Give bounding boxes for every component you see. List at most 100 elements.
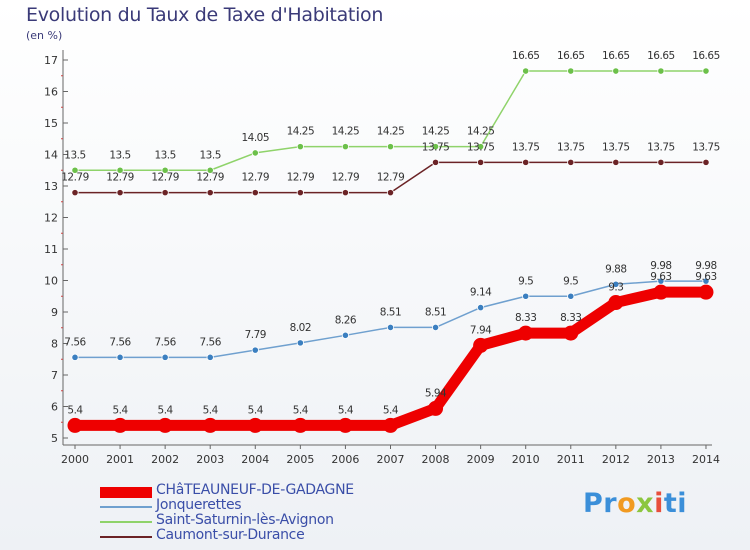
data-label: 5.4 (293, 404, 309, 416)
data-label: 7.79 (245, 329, 266, 341)
y-tick-label: 14 (44, 149, 58, 162)
y-tick-label: 15 (44, 117, 58, 130)
data-point (341, 331, 350, 339)
y-tick-label: 8 (51, 338, 58, 351)
data-point (608, 295, 624, 311)
data-point (382, 417, 398, 433)
data-point (386, 143, 395, 151)
x-tick-label: 2008 (422, 453, 450, 466)
y-tick-label: 17 (44, 54, 58, 67)
data-point (161, 353, 169, 361)
data-point (702, 277, 710, 285)
data-label: 12.79 (151, 172, 179, 184)
data-label: 7.56 (109, 336, 131, 348)
data-point (386, 323, 395, 332)
x-tick-label: 2001 (106, 453, 134, 466)
data-label: 7.56 (64, 336, 86, 348)
data-point (251, 149, 259, 157)
data-point (431, 143, 440, 151)
data-point (702, 67, 710, 75)
data-point (341, 189, 350, 197)
logo-letters-3: x (636, 488, 655, 519)
data-point (563, 325, 579, 341)
data-point (702, 158, 710, 166)
data-label: 13.5 (200, 149, 221, 161)
data-label: 9.5 (563, 275, 578, 287)
y-tick-label: 12 (44, 212, 58, 225)
data-point (71, 353, 79, 361)
data-label: 12.79 (332, 172, 360, 184)
data-point (206, 353, 214, 361)
data-point (567, 67, 575, 75)
data-label: 8.33 (515, 312, 536, 324)
legend-swatch (100, 506, 152, 508)
data-label: 9.14 (470, 287, 492, 299)
data-label: 14.25 (467, 126, 495, 138)
x-tick-label: 2010 (512, 453, 540, 466)
data-label: 13.5 (109, 149, 130, 161)
data-point (657, 67, 665, 75)
series-1-group (71, 277, 710, 361)
x-tick-label: 2000 (61, 453, 89, 466)
data-point (161, 189, 169, 197)
data-point (567, 292, 575, 300)
data-point (337, 417, 353, 433)
data-label: 5.94 (425, 387, 447, 399)
data-point (518, 325, 534, 341)
data-point (612, 158, 620, 166)
x-tick-label: 2011 (557, 453, 585, 466)
data-point (116, 353, 124, 361)
data-label: 9.63 (695, 271, 716, 283)
data-point (698, 284, 714, 300)
data-label: 14.25 (332, 126, 360, 138)
x-tick-label: 2009 (467, 453, 495, 466)
x-tick-label: 2007 (376, 453, 404, 466)
data-label: 13.75 (422, 141, 450, 153)
data-label: 14.25 (287, 126, 315, 138)
data-label: 16.65 (512, 50, 540, 62)
data-label: 12.79 (61, 172, 89, 184)
data-point (112, 417, 128, 433)
data-label: 8.51 (425, 306, 446, 318)
data-point (612, 280, 620, 288)
data-label: 16.65 (602, 50, 630, 62)
data-label: 7.56 (200, 336, 222, 348)
data-point (473, 337, 489, 353)
x-tick-label: 2003 (196, 453, 224, 466)
legend-label: Jonquerettes (156, 497, 242, 513)
y-tick-label: 7 (51, 369, 58, 382)
data-label: 13.75 (557, 141, 585, 153)
data-point (657, 277, 665, 285)
data-point (161, 166, 169, 174)
y-tick-label: 11 (44, 243, 58, 256)
data-label: 8.02 (290, 322, 311, 334)
y-axis-unit: (en %) (26, 29, 63, 42)
logo-letters-5: ti (663, 488, 688, 519)
data-point (431, 323, 440, 332)
proxiti-logo: Proxiti (583, 488, 687, 519)
data-label: 7.56 (154, 336, 176, 348)
logo-letters-1: Pr (583, 488, 618, 519)
data-point (386, 189, 395, 197)
data-point (206, 166, 214, 174)
data-label: 13.75 (512, 141, 540, 153)
x-tick-label: 2014 (692, 453, 720, 466)
data-label: 13.5 (154, 149, 175, 161)
data-label: 13.75 (692, 141, 720, 153)
legend-swatch (100, 521, 152, 523)
data-label: 5.4 (158, 404, 174, 416)
data-label: 5.4 (338, 404, 354, 416)
data-label: 8.51 (380, 306, 401, 318)
series-2-group (71, 67, 710, 174)
data-point (522, 67, 530, 75)
data-label: 14.25 (422, 126, 450, 138)
series-0-group (67, 284, 714, 433)
data-label: 5.4 (383, 404, 399, 416)
legend-swatch (100, 486, 152, 498)
data-label: 12.79 (377, 172, 405, 184)
data-label: 16.65 (692, 50, 720, 62)
x-tick-label: 2004 (241, 453, 269, 466)
y-tick-label: 6 (51, 401, 58, 414)
legend-label: Saint-Saturnin-lès-Avignon (156, 512, 334, 528)
